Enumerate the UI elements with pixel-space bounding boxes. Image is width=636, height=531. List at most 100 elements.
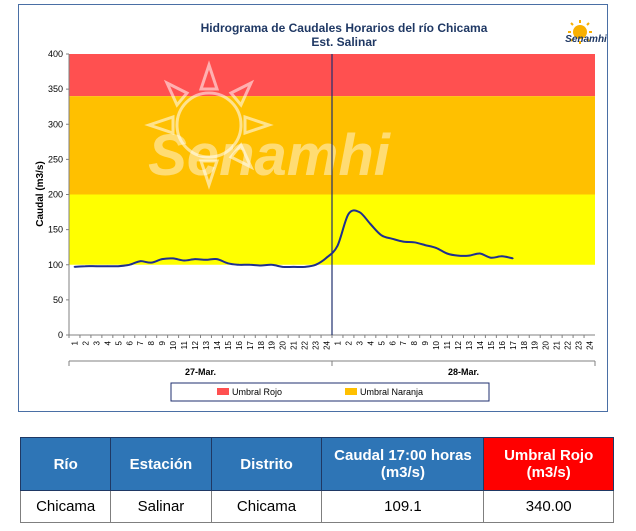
data-point: [238, 263, 240, 266]
data-point: [314, 263, 317, 266]
x-tick-label: 10: [432, 340, 441, 349]
data-point: [259, 264, 262, 267]
legend-label: Umbral Rojo: [232, 387, 282, 397]
x-tick-label: 15: [487, 340, 496, 349]
data-point: [347, 213, 350, 215]
data-point: [402, 240, 405, 243]
data-point: [227, 262, 229, 265]
x-tick-label: 11: [443, 340, 452, 349]
data-point: [106, 265, 109, 267]
data-point: [358, 211, 361, 213]
data-point: [139, 260, 142, 263]
data-point: [194, 258, 196, 260]
x-tick-label: 2: [344, 340, 353, 345]
data-point: [73, 266, 76, 268]
x-tick-label: 19: [268, 340, 277, 349]
chart-title: Hidrograma de Caudales Horarios del río …: [201, 21, 488, 35]
data-point: [479, 252, 481, 255]
header-distrito: Distrito: [210, 437, 323, 491]
x-tick-label: 4: [366, 340, 375, 345]
data-point: [336, 244, 339, 247]
data-point: [468, 254, 470, 257]
data-point: [249, 263, 251, 266]
x-tick-label: 16: [498, 340, 507, 349]
day-label: 28-Mar.: [448, 367, 479, 377]
x-tick-label: 14: [213, 340, 222, 349]
data-point: [281, 266, 284, 268]
data-point: [380, 234, 383, 237]
x-tick-label: 13: [202, 340, 211, 349]
x-tick-label: 5: [114, 340, 123, 345]
data-point: [501, 255, 503, 258]
watermark: Senamhi: [144, 60, 392, 190]
hydrograph-chart: Hidrograma de Caudales Horarios del río …: [35, 20, 607, 402]
data-point: [183, 259, 185, 262]
x-tick-label: 3: [355, 340, 364, 345]
legend-swatch: [345, 388, 357, 395]
x-tick-label: 13: [465, 340, 474, 349]
cell-estacion: Salinar: [110, 490, 212, 523]
x-tick-label: 4: [103, 340, 112, 345]
data-point: [150, 261, 152, 264]
day-label: 27-Mar.: [185, 367, 216, 377]
data-point: [95, 265, 98, 267]
x-tick-label: 12: [454, 340, 463, 349]
x-tick-label: 11: [180, 340, 189, 349]
header-rio: Río: [19, 437, 112, 491]
data-point: [413, 241, 415, 244]
x-tick-label: 22: [564, 340, 573, 349]
data-point: [161, 258, 163, 260]
x-tick-label: 1: [333, 340, 342, 345]
data-point: [303, 266, 306, 268]
x-tick-label: 20: [279, 340, 288, 349]
y-tick-label: 400: [48, 49, 63, 59]
data-point: [424, 244, 426, 246]
data-point: [128, 263, 131, 266]
x-tick-label: 21: [553, 340, 562, 349]
data-point: [325, 256, 328, 259]
x-tick-label: 17: [509, 340, 518, 349]
cell-umbral-rojo: 340.00: [483, 490, 614, 523]
x-tick-label: 9: [421, 340, 430, 345]
cell-rio: Chicama: [19, 490, 112, 523]
x-tick-label: 10: [169, 340, 178, 349]
cell-caudal: 109.1: [321, 490, 485, 523]
chart-frame: Hidrograma de Caudales Horarios del río …: [18, 4, 608, 412]
watermark-text: Senamhi: [148, 123, 392, 188]
x-tick-label: 7: [399, 340, 408, 345]
x-tick-label: 7: [136, 340, 145, 345]
header-umbral-rojo: Umbral Rojo (m3/s): [483, 437, 614, 491]
y-tick-label: 0: [58, 330, 63, 340]
data-point: [369, 223, 372, 225]
table-row: Chicama Salinar Chicama 109.1 340.00: [19, 490, 614, 523]
x-tick-label: 22: [301, 340, 310, 349]
y-tick-label: 250: [48, 154, 63, 164]
x-tick-label: 18: [257, 340, 266, 349]
x-tick-label: 14: [476, 340, 485, 349]
x-tick-label: 24: [586, 340, 595, 349]
x-tick-label: 5: [377, 340, 386, 345]
x-tick-label: 18: [520, 340, 529, 349]
data-point: [446, 252, 448, 255]
y-tick-label: 50: [53, 295, 63, 305]
cell-distrito: Chicama: [210, 490, 323, 523]
legend-swatch: [217, 388, 229, 395]
x-tick-label: 15: [224, 340, 233, 349]
x-tick-label: 24: [323, 340, 332, 349]
x-tick-label: 21: [290, 340, 299, 349]
data-table: Río Estación Distrito Caudal 17:00 horas…: [19, 437, 614, 523]
legend-box: [170, 382, 490, 402]
x-tick-label: 9: [158, 340, 167, 345]
senamhi-logo: Senamhi: [565, 20, 607, 45]
x-tick-label: 6: [125, 340, 134, 345]
x-tick-label: 8: [147, 340, 156, 345]
data-point: [84, 265, 87, 267]
data-point: [490, 256, 492, 259]
x-tick-label: 23: [575, 340, 584, 349]
table-header-row: Río Estación Distrito Caudal 17:00 horas…: [19, 437, 614, 491]
x-tick-label: 2: [81, 340, 90, 345]
y-tick-label: 300: [48, 119, 63, 129]
x-tick-label: 19: [531, 340, 540, 349]
x-tick-label: 23: [312, 340, 321, 349]
y-tick-label: 200: [48, 190, 63, 200]
